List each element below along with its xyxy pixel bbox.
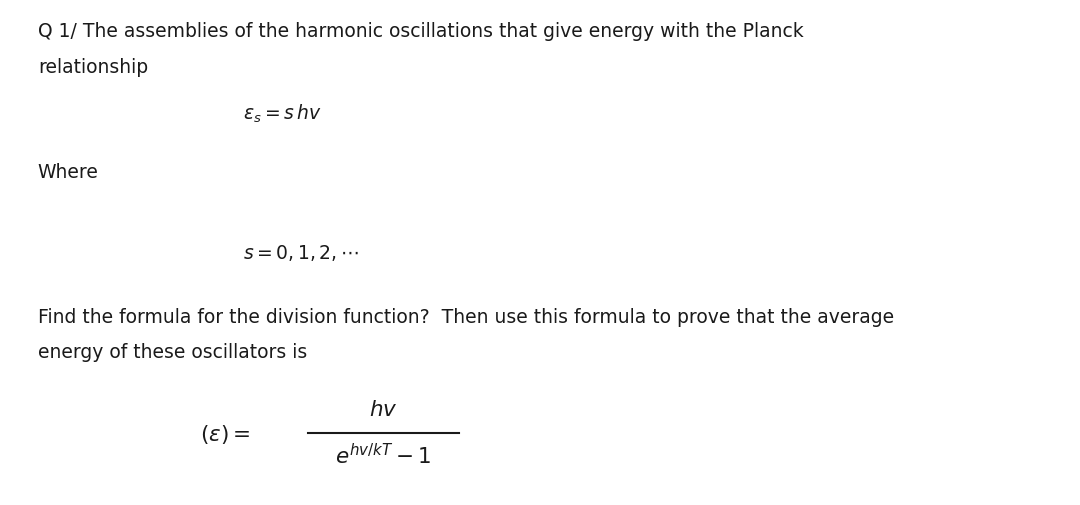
Text: relationship: relationship bbox=[38, 58, 148, 77]
Text: energy of these oscillators is: energy of these oscillators is bbox=[38, 342, 307, 361]
Text: $e^{hv/kT} - 1$: $e^{hv/kT} - 1$ bbox=[335, 442, 432, 467]
Text: $\varepsilon_s = s\,hv$: $\varepsilon_s = s\,hv$ bbox=[243, 103, 322, 125]
Text: $hv$: $hv$ bbox=[369, 399, 397, 419]
Text: $s = 0, 1, 2,\cdots$: $s = 0, 1, 2,\cdots$ bbox=[243, 242, 359, 263]
Text: Where: Where bbox=[38, 163, 98, 182]
Text: Find the formula for the division function?  Then use this formula to prove that: Find the formula for the division functi… bbox=[38, 308, 894, 326]
Text: Q 1/ The assemblies of the harmonic oscillations that give energy with the Planc: Q 1/ The assemblies of the harmonic osci… bbox=[38, 22, 804, 41]
Text: $(\varepsilon) =$: $(\varepsilon) =$ bbox=[200, 423, 251, 445]
